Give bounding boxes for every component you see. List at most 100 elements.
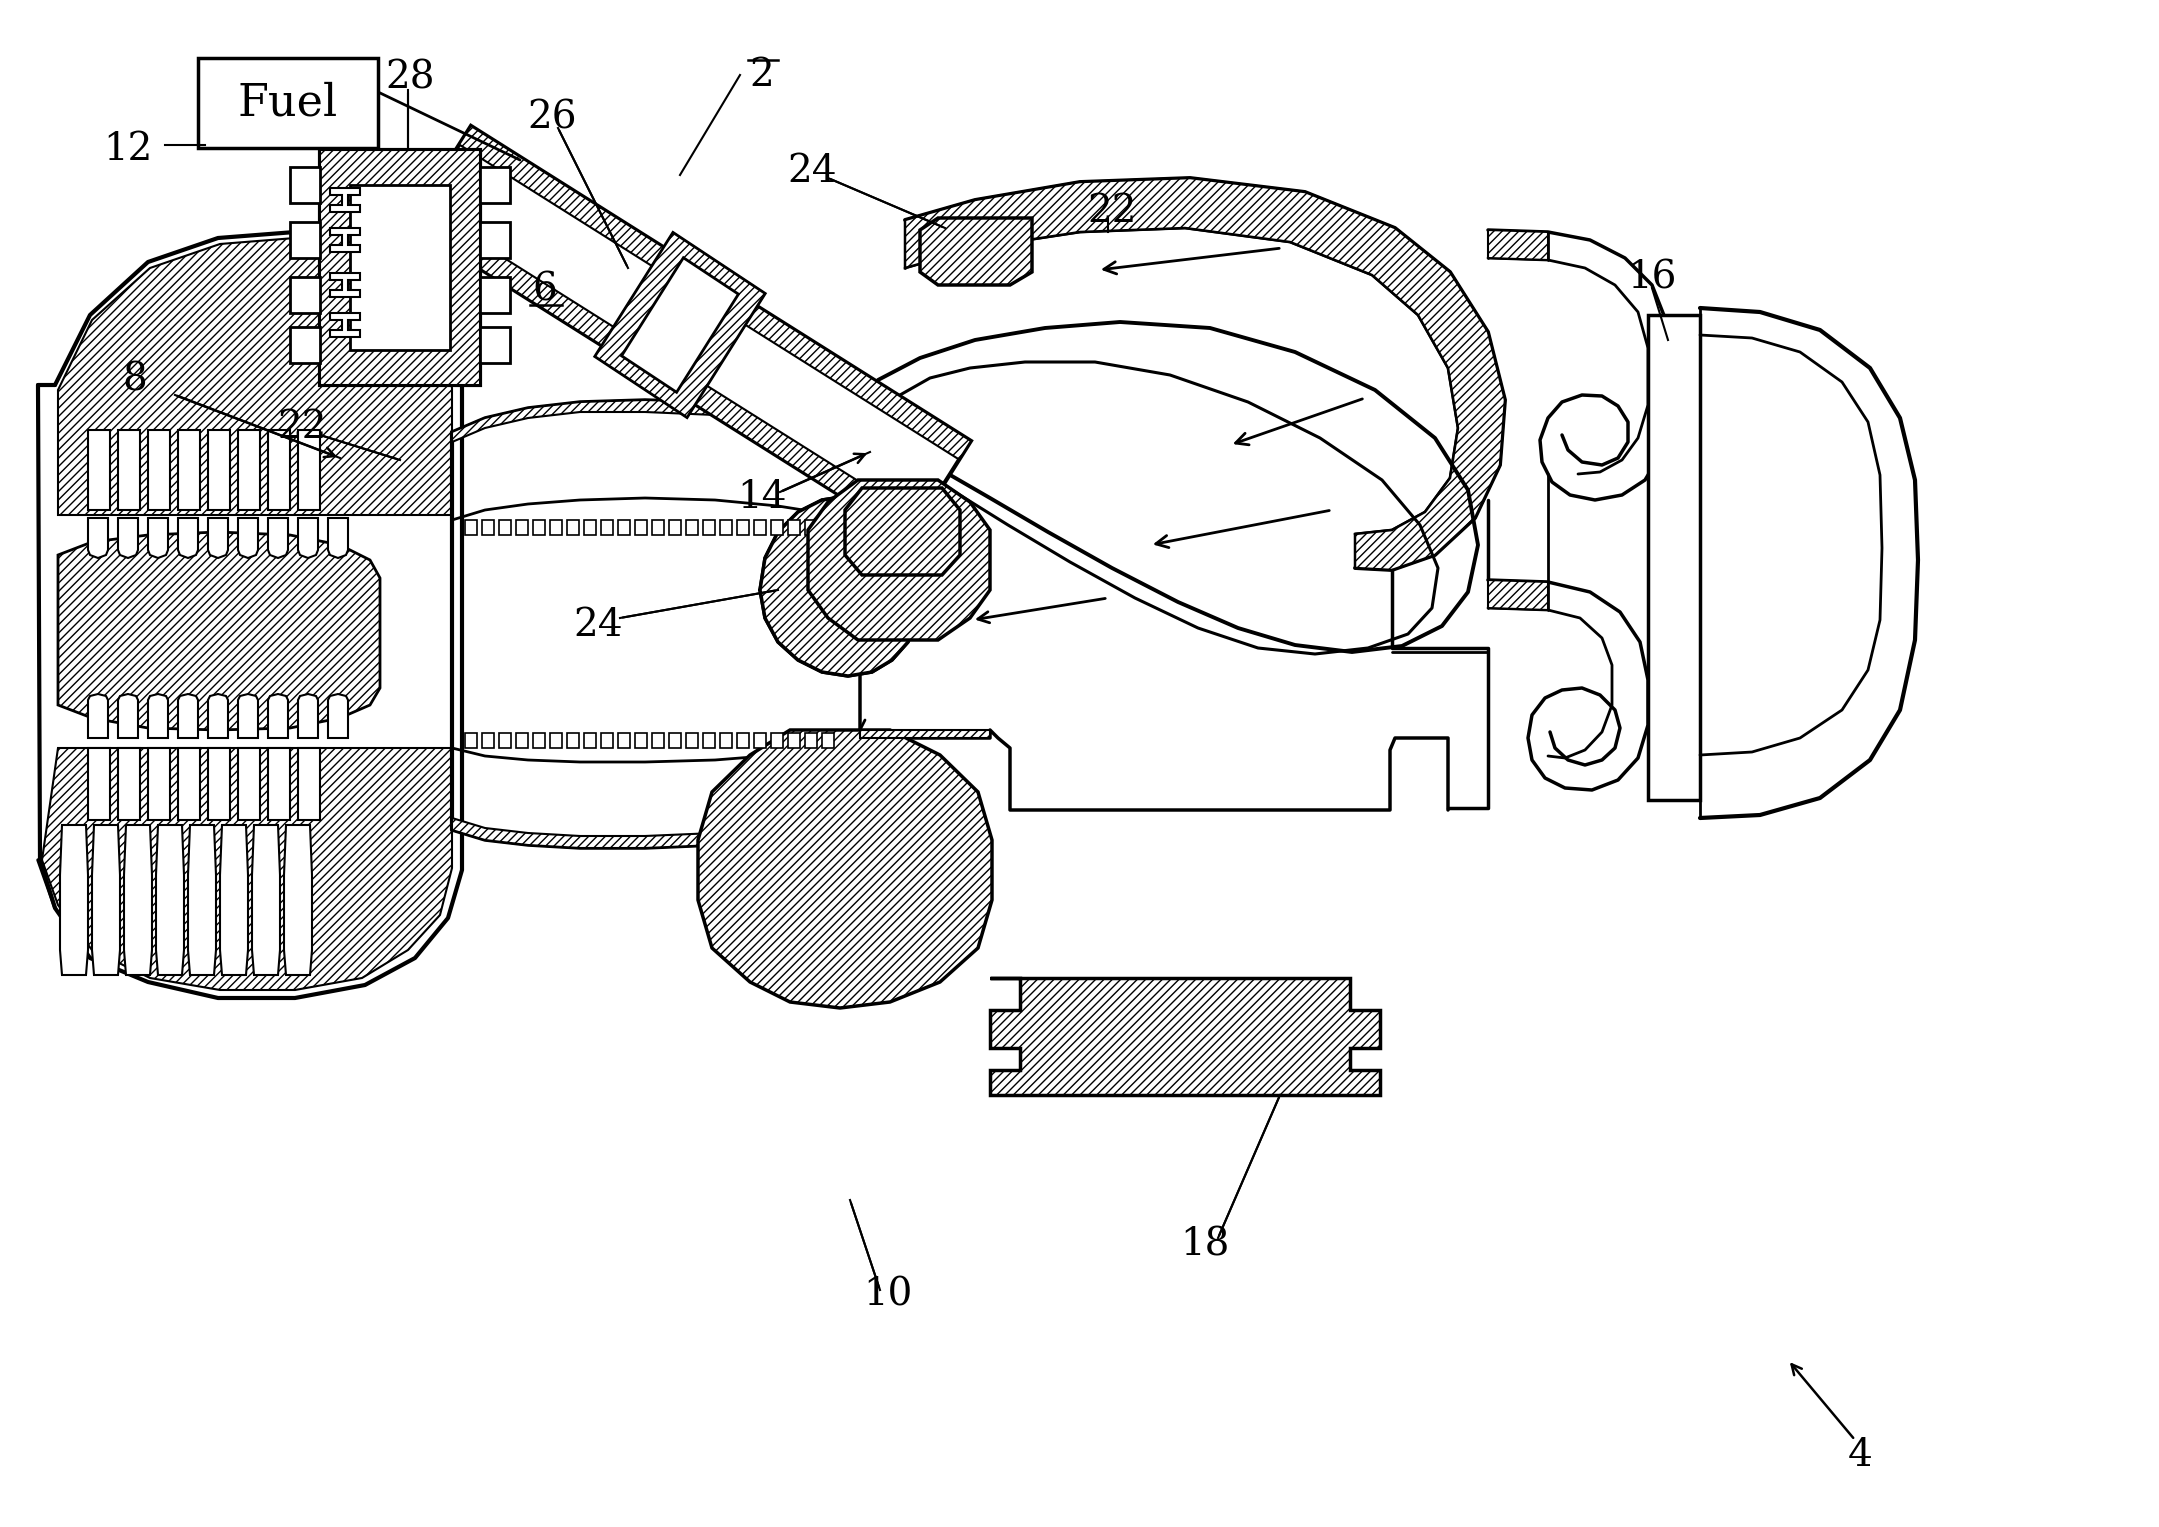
Polygon shape bbox=[237, 431, 259, 510]
Polygon shape bbox=[479, 327, 510, 363]
Polygon shape bbox=[635, 521, 648, 534]
Polygon shape bbox=[149, 518, 168, 557]
Polygon shape bbox=[704, 521, 715, 534]
Polygon shape bbox=[617, 521, 630, 534]
Polygon shape bbox=[298, 693, 317, 738]
Text: 4: 4 bbox=[1848, 1437, 1872, 1474]
Polygon shape bbox=[119, 518, 138, 557]
Text: 14: 14 bbox=[736, 479, 786, 516]
Text: Fuel: Fuel bbox=[237, 81, 339, 125]
Polygon shape bbox=[298, 748, 320, 820]
Polygon shape bbox=[298, 431, 320, 510]
Polygon shape bbox=[188, 825, 216, 976]
Text: 16: 16 bbox=[1628, 260, 1678, 296]
Polygon shape bbox=[350, 185, 449, 350]
Polygon shape bbox=[1488, 231, 1548, 260]
Polygon shape bbox=[89, 693, 108, 738]
Polygon shape bbox=[298, 518, 317, 557]
Polygon shape bbox=[788, 733, 801, 748]
Polygon shape bbox=[736, 733, 749, 748]
Polygon shape bbox=[408, 206, 920, 539]
Polygon shape bbox=[320, 150, 479, 385]
Polygon shape bbox=[753, 733, 766, 748]
Text: 18: 18 bbox=[1181, 1226, 1231, 1263]
Polygon shape bbox=[177, 431, 201, 510]
Polygon shape bbox=[330, 273, 361, 296]
Polygon shape bbox=[155, 825, 184, 976]
Polygon shape bbox=[119, 693, 138, 738]
Polygon shape bbox=[119, 431, 140, 510]
Polygon shape bbox=[669, 521, 680, 534]
Polygon shape bbox=[89, 748, 110, 820]
Polygon shape bbox=[177, 518, 199, 557]
Polygon shape bbox=[481, 521, 494, 534]
Polygon shape bbox=[805, 521, 816, 534]
Polygon shape bbox=[499, 733, 512, 748]
Polygon shape bbox=[289, 327, 320, 363]
Polygon shape bbox=[753, 521, 766, 534]
Polygon shape bbox=[58, 531, 380, 730]
Polygon shape bbox=[207, 748, 231, 820]
Text: 2: 2 bbox=[749, 56, 775, 93]
Polygon shape bbox=[499, 521, 512, 534]
Polygon shape bbox=[60, 825, 89, 976]
Polygon shape bbox=[596, 234, 764, 417]
Polygon shape bbox=[89, 518, 108, 557]
Polygon shape bbox=[479, 221, 510, 258]
Polygon shape bbox=[289, 166, 320, 203]
Text: 12: 12 bbox=[104, 131, 153, 168]
Text: 6: 6 bbox=[533, 272, 557, 308]
Polygon shape bbox=[328, 518, 348, 557]
Polygon shape bbox=[207, 431, 231, 510]
Polygon shape bbox=[330, 188, 361, 212]
Polygon shape bbox=[516, 521, 529, 534]
Polygon shape bbox=[207, 693, 229, 738]
Polygon shape bbox=[177, 748, 201, 820]
Polygon shape bbox=[289, 221, 320, 258]
Text: 24: 24 bbox=[572, 606, 622, 643]
Text: 24: 24 bbox=[788, 154, 838, 191]
Polygon shape bbox=[568, 733, 579, 748]
Polygon shape bbox=[89, 431, 110, 510]
Polygon shape bbox=[93, 825, 121, 976]
Polygon shape bbox=[635, 733, 648, 748]
Text: 8: 8 bbox=[123, 362, 147, 399]
Polygon shape bbox=[119, 748, 140, 820]
Polygon shape bbox=[149, 748, 171, 820]
Polygon shape bbox=[320, 150, 479, 385]
Polygon shape bbox=[551, 733, 561, 748]
Polygon shape bbox=[464, 521, 477, 534]
Polygon shape bbox=[920, 218, 1032, 286]
Polygon shape bbox=[771, 521, 784, 534]
Polygon shape bbox=[617, 733, 630, 748]
Polygon shape bbox=[289, 276, 320, 313]
Polygon shape bbox=[237, 748, 259, 820]
Polygon shape bbox=[704, 733, 715, 748]
Polygon shape bbox=[622, 258, 738, 392]
Polygon shape bbox=[669, 733, 680, 748]
Polygon shape bbox=[771, 733, 784, 748]
Polygon shape bbox=[697, 730, 991, 1008]
Text: 22: 22 bbox=[276, 409, 326, 446]
FancyBboxPatch shape bbox=[199, 58, 378, 148]
Polygon shape bbox=[859, 730, 991, 738]
Polygon shape bbox=[652, 733, 665, 748]
Polygon shape bbox=[123, 825, 151, 976]
Polygon shape bbox=[760, 496, 920, 676]
Polygon shape bbox=[58, 238, 451, 515]
Polygon shape bbox=[823, 733, 833, 748]
Polygon shape bbox=[1647, 315, 1699, 800]
Polygon shape bbox=[687, 521, 697, 534]
Polygon shape bbox=[41, 748, 451, 989]
Polygon shape bbox=[268, 431, 289, 510]
Polygon shape bbox=[268, 518, 287, 557]
Polygon shape bbox=[460, 125, 972, 460]
Polygon shape bbox=[600, 521, 613, 534]
Polygon shape bbox=[736, 521, 749, 534]
Polygon shape bbox=[805, 733, 816, 748]
Polygon shape bbox=[330, 313, 361, 337]
Polygon shape bbox=[451, 400, 866, 444]
Polygon shape bbox=[652, 521, 665, 534]
Polygon shape bbox=[285, 825, 313, 976]
Polygon shape bbox=[719, 521, 732, 534]
